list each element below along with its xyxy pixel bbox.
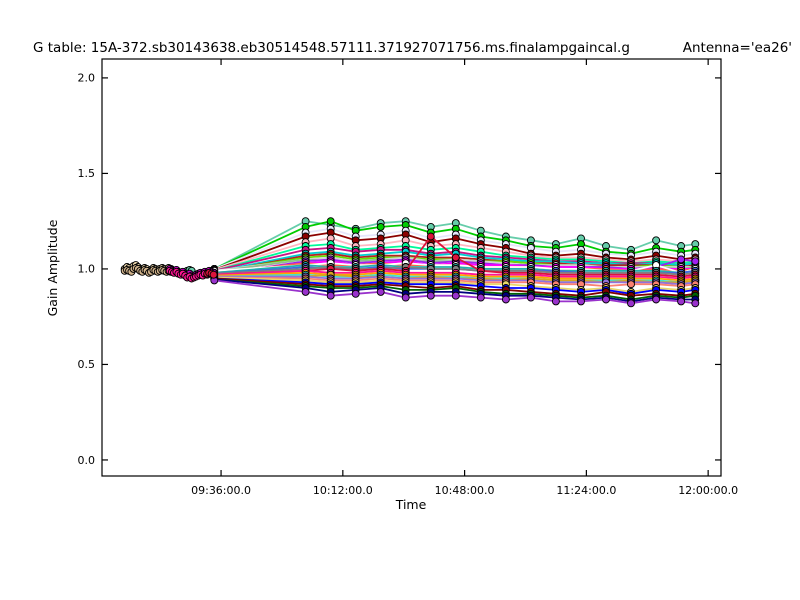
data-point-marker bbox=[326, 291, 335, 300]
data-point-marker bbox=[602, 295, 610, 304]
data-point-marker bbox=[551, 297, 560, 306]
series-line bbox=[213, 252, 697, 274]
plot-frame bbox=[101, 58, 722, 477]
data-point-marker bbox=[691, 257, 700, 266]
y-tick-label: 1.5 bbox=[78, 167, 96, 180]
series-line bbox=[213, 278, 697, 301]
series-line bbox=[213, 271, 697, 282]
data-point-marker bbox=[526, 293, 535, 302]
series-line bbox=[213, 231, 697, 271]
x-tick-label: 11:24:00.0 bbox=[556, 484, 616, 497]
series-line bbox=[213, 278, 697, 303]
data-point-marker bbox=[376, 222, 385, 231]
data-point-marker bbox=[351, 289, 360, 298]
y-tick-label: 1.0 bbox=[78, 263, 96, 276]
data-point-marker bbox=[451, 253, 460, 262]
series-line bbox=[213, 279, 697, 305]
chart-title-antenna: Antenna='ea26' bbox=[683, 40, 792, 56]
x-tick-label: 09:36:00.0 bbox=[191, 484, 251, 497]
data-point-marker bbox=[627, 299, 635, 308]
series-line bbox=[213, 273, 697, 284]
series-line bbox=[213, 264, 697, 274]
data-point-marker bbox=[209, 270, 218, 279]
y-axis-label: Gain Amplitude bbox=[45, 219, 60, 316]
series-line bbox=[213, 266, 697, 276]
series-line bbox=[213, 262, 697, 274]
series-line bbox=[213, 247, 697, 272]
data-point-marker bbox=[426, 291, 435, 300]
series-line bbox=[213, 237, 697, 271]
series-line bbox=[213, 275, 697, 286]
y-tick-label: 2.0 bbox=[78, 72, 96, 85]
series-line bbox=[213, 276, 697, 293]
data-point-marker bbox=[677, 297, 686, 306]
data-point-marker bbox=[301, 287, 310, 296]
data-point-marker bbox=[451, 291, 460, 300]
series-line bbox=[213, 235, 697, 278]
series-line bbox=[213, 277, 697, 297]
y-tick-label: 0.0 bbox=[78, 454, 96, 467]
x-tick-label: 12:00:00.0 bbox=[678, 484, 738, 497]
series-line bbox=[213, 220, 697, 270]
data-point-marker bbox=[501, 295, 510, 304]
data-point-marker bbox=[376, 287, 385, 296]
series-line bbox=[213, 269, 697, 280]
series-line bbox=[213, 277, 697, 295]
data-point-marker bbox=[476, 293, 485, 302]
y-tick-label: 0.5 bbox=[78, 358, 96, 371]
x-axis-label: Time bbox=[395, 497, 427, 512]
chart-title: G table: 15A-372.sb30143638.eb30514548.5… bbox=[33, 40, 630, 56]
x-tick-label: 10:12:00.0 bbox=[313, 484, 373, 497]
data-point-marker bbox=[426, 232, 435, 241]
data-point-marker bbox=[652, 236, 661, 245]
data-point-marker bbox=[627, 280, 635, 289]
data-point-marker bbox=[652, 295, 661, 304]
data-point-marker bbox=[677, 255, 686, 264]
data-point-marker bbox=[401, 293, 410, 302]
series-line bbox=[213, 227, 697, 270]
series-line bbox=[213, 276, 697, 287]
data-point-marker bbox=[326, 217, 335, 226]
x-tick-label: 10:48:00.0 bbox=[435, 484, 495, 497]
data-point-marker bbox=[691, 299, 700, 308]
data-point-marker bbox=[577, 297, 585, 306]
